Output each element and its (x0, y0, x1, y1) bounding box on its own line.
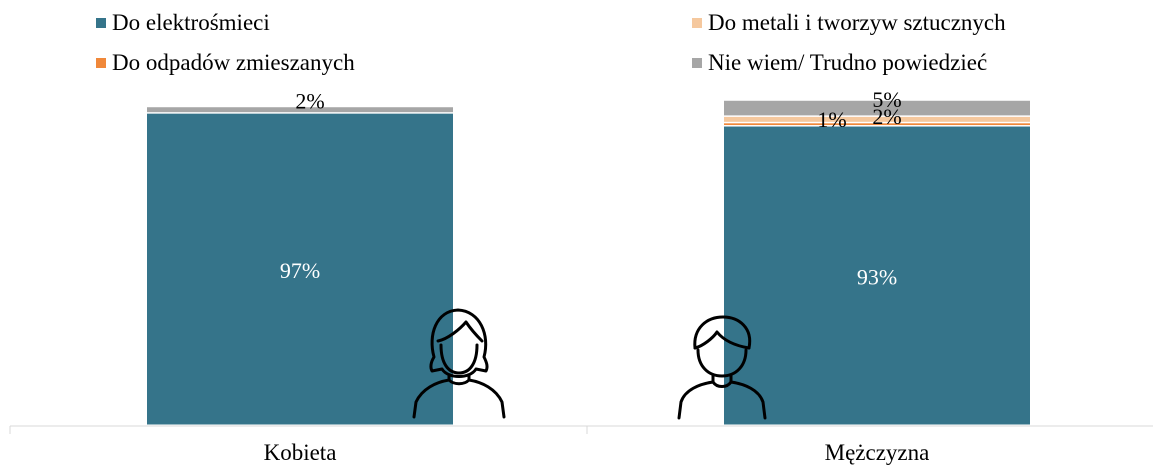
legend-label: Nie wiem/ Trudno powiedzieć (708, 50, 988, 75)
category-label-mezczyzna: Mężczyzna (824, 440, 930, 465)
legend-swatch (692, 58, 702, 68)
legend-label: Do metali i tworzyw sztucznych (708, 10, 1006, 35)
bar-segment-kobieta-do-elektrosmieci (147, 113, 453, 425)
man-icon (677, 315, 767, 420)
data-label-kobieta-nie-wiem-trudno-powiedziec: 2% (295, 88, 324, 113)
bar-segment-mezczyzna-nie-wiem-trudno-powiedziec (724, 100, 1030, 116)
labels-layer: 97%2%93%1% 2%5% (280, 87, 902, 289)
legend-item-do-elektrosmieci: Do elektrośmieci (96, 10, 270, 36)
legend-swatch (96, 18, 106, 28)
data-label-mezczyzna-do-elektrosmieci: 93% (857, 264, 897, 289)
legend-swatch (96, 58, 106, 68)
data-label-mezczyzna-nie-wiem-trudno-powiedziec: 5% (872, 87, 901, 112)
bar-segment-kobieta-nie-wiem-trudno-powiedziec (147, 107, 453, 113)
bar-segment-mezczyzna-do-metali-i-tworzyw-sztucznych (724, 116, 1030, 122)
woman-icon (412, 308, 506, 419)
data-label-kobieta-do-elektrosmieci: 97% (280, 258, 320, 283)
data-label-mezczyzna-do-metali-i-tworzyw-sztucznych: 2% (872, 104, 901, 129)
legend-label: Do odpadów zmieszanych (112, 50, 355, 75)
bar-segment-mezczyzna-do-elektrosmieci (724, 126, 1030, 425)
legend-item-nie-wiem: Nie wiem/ Trudno powiedzieć (692, 50, 987, 76)
bars-layer (147, 100, 1030, 425)
legend-item-do-metali: Do metali i tworzyw sztucznych (692, 10, 1006, 36)
legend-swatch (692, 18, 702, 28)
category-label-kobieta: Kobieta (263, 440, 337, 465)
bar-segment-mezczyzna-do-odpadow-zmieszanych (724, 123, 1030, 126)
legend-item-do-odpadow-zmieszanych: Do odpadów zmieszanych (96, 50, 355, 76)
legend-label: Do elektrośmieci (112, 10, 270, 35)
data-label-mezczyzna-do-odpadow-zmieszanych: 1% (817, 107, 846, 132)
